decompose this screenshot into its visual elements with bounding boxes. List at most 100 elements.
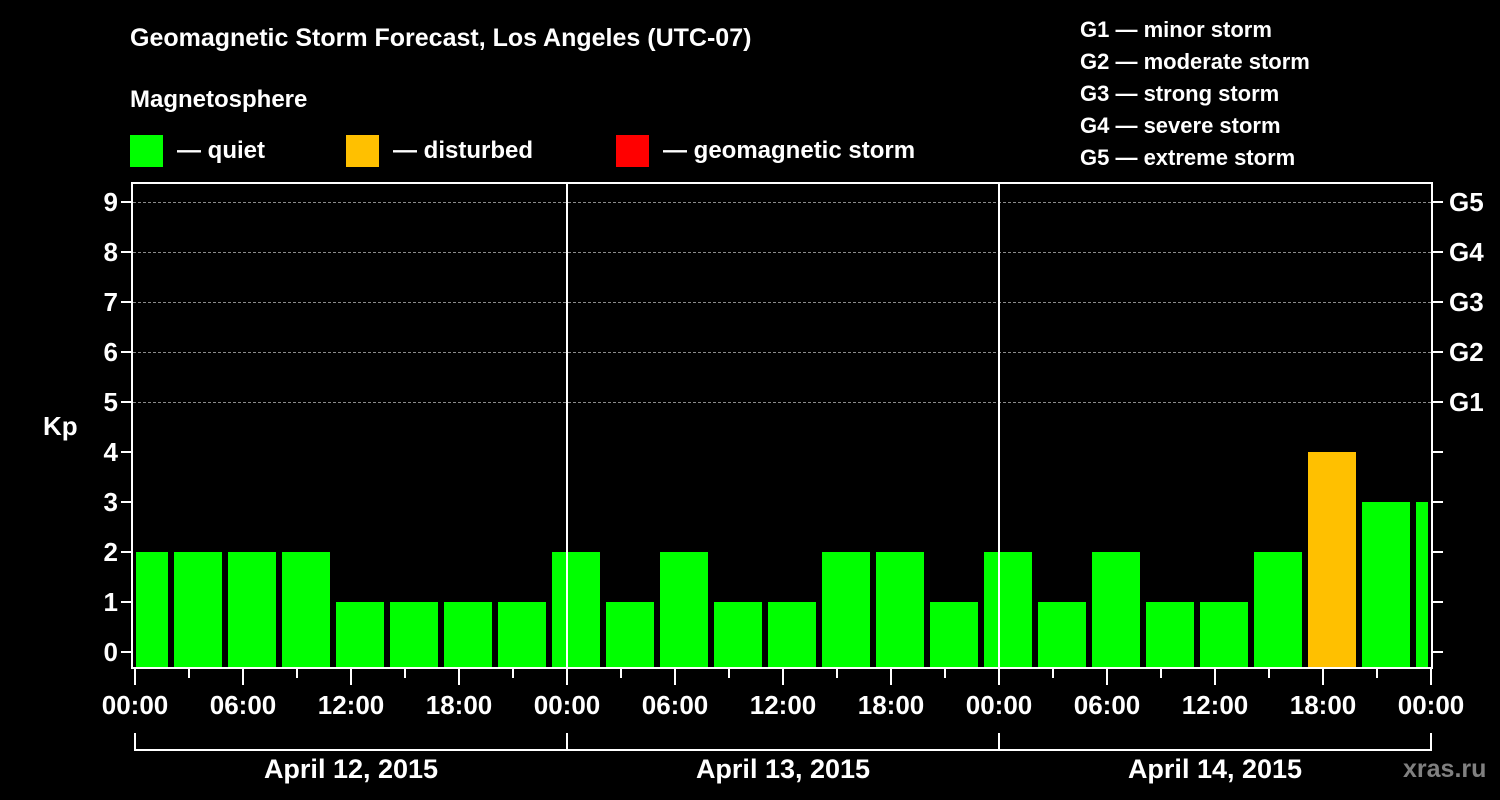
date-bracket-tick — [998, 733, 1000, 750]
y-tick-label: 0 — [103, 636, 118, 667]
x-tick-label: 00:00 — [1397, 690, 1465, 720]
kp-bar — [228, 551, 276, 667]
y-tick-label: 5 — [103, 386, 118, 417]
kp-bar — [1200, 601, 1248, 667]
g-level-label: G3 — [1449, 286, 1484, 317]
date-label: April 12, 2015 — [263, 754, 439, 784]
kp-bar — [714, 601, 762, 667]
date-bracket-tick — [134, 733, 136, 750]
g2-description: G2 — moderate storm — [1080, 49, 1310, 74]
x-tick-label: 06:00 — [209, 690, 277, 720]
g-level-label: G1 — [1449, 386, 1484, 417]
kp-bar — [1038, 601, 1086, 667]
kp-bar — [444, 601, 492, 667]
legend-storm: — geomagnetic storm — [616, 133, 915, 169]
right-tick — [1433, 500, 1443, 503]
kp-bar — [660, 551, 708, 667]
right-tick — [1433, 400, 1443, 403]
kp-bar — [1146, 601, 1194, 667]
disturbed-swatch — [346, 135, 379, 167]
x-tick — [1322, 669, 1324, 685]
x-tick-label: 06:00 — [641, 690, 709, 720]
storm-swatch — [616, 135, 649, 167]
x-tick — [1052, 669, 1054, 678]
date-label: April 13, 2015 — [695, 754, 871, 784]
day-divider — [566, 183, 568, 667]
g4-description: G4 — severe storm — [1080, 113, 1281, 138]
x-tick-label: 12:00 — [749, 690, 817, 720]
gridline — [133, 351, 1431, 353]
y-tick — [121, 600, 131, 603]
g-level-label: G4 — [1449, 236, 1484, 267]
x-tick-label: 00:00 — [965, 690, 1033, 720]
x-tick — [782, 669, 784, 685]
y-tick — [121, 500, 131, 503]
kp-bar — [552, 551, 600, 667]
y-tick-label: 4 — [103, 436, 118, 467]
watermark: xras.ru — [1403, 755, 1487, 783]
quiet-swatch — [130, 135, 163, 167]
y-tick-label: 3 — [103, 486, 118, 517]
right-tick — [1433, 350, 1443, 353]
x-tick-label: 06:00 — [1073, 690, 1141, 720]
kp-bar — [1254, 551, 1302, 667]
right-tick — [1433, 650, 1443, 653]
x-tick — [1430, 669, 1432, 685]
x-tick — [1376, 669, 1378, 678]
kp-bar — [822, 551, 870, 667]
right-tick — [1433, 450, 1443, 453]
y-tick — [121, 300, 131, 303]
kp-bar — [984, 551, 1032, 667]
kp-bar — [336, 601, 384, 667]
kp-bar — [606, 601, 654, 667]
x-tick — [674, 669, 676, 685]
gridline — [133, 201, 1431, 203]
right-tick — [1433, 550, 1443, 553]
date-label: April 14, 2015 — [1127, 754, 1303, 784]
legend-disturbed: — disturbed — [346, 133, 533, 169]
legend-disturbed-label: — disturbed — [393, 137, 534, 164]
y-tick — [121, 250, 131, 253]
x-tick — [620, 669, 622, 678]
x-tick — [1214, 669, 1216, 685]
y-axis-label: Kp — [43, 411, 78, 441]
x-tick — [134, 669, 136, 685]
date-bracket-line — [134, 749, 1432, 751]
gridline — [133, 251, 1431, 253]
x-tick-label: 00:00 — [101, 690, 169, 720]
kp-bar — [390, 601, 438, 667]
legend-heading: Magnetosphere — [130, 86, 308, 113]
y-tick — [121, 350, 131, 353]
right-tick — [1433, 300, 1443, 303]
y-tick-label: 9 — [103, 186, 118, 217]
day-divider — [998, 183, 1000, 667]
x-tick — [944, 669, 946, 678]
y-tick — [121, 550, 131, 553]
kp-bar — [768, 601, 816, 667]
kp-bar — [930, 601, 978, 667]
kp-bar — [1416, 501, 1428, 667]
g-level-label: G2 — [1449, 336, 1484, 367]
x-tick — [458, 669, 460, 685]
y-tick-label: 8 — [103, 236, 118, 267]
kp-bar — [174, 551, 222, 667]
y-tick — [121, 650, 131, 653]
x-tick — [566, 669, 568, 685]
right-tick — [1433, 600, 1443, 603]
date-bracket-tick — [566, 733, 568, 750]
x-tick — [188, 669, 190, 678]
y-tick-label: 6 — [103, 336, 118, 367]
x-tick-label: 12:00 — [1181, 690, 1249, 720]
x-tick-label: 00:00 — [533, 690, 601, 720]
kp-bar — [876, 551, 924, 667]
g-scale-legend: G1 — minor storm G2 — moderate storm G3 … — [1080, 14, 1310, 174]
x-tick-label: 12:00 — [317, 690, 385, 720]
kp-bar — [1308, 451, 1356, 667]
g3-description: G3 — strong storm — [1080, 81, 1280, 106]
y-tick — [121, 400, 131, 403]
x-tick — [998, 669, 1000, 685]
y-tick — [121, 450, 131, 453]
plot-frame — [131, 182, 1433, 669]
right-tick — [1433, 250, 1443, 253]
y-tick-label: 7 — [103, 286, 118, 317]
